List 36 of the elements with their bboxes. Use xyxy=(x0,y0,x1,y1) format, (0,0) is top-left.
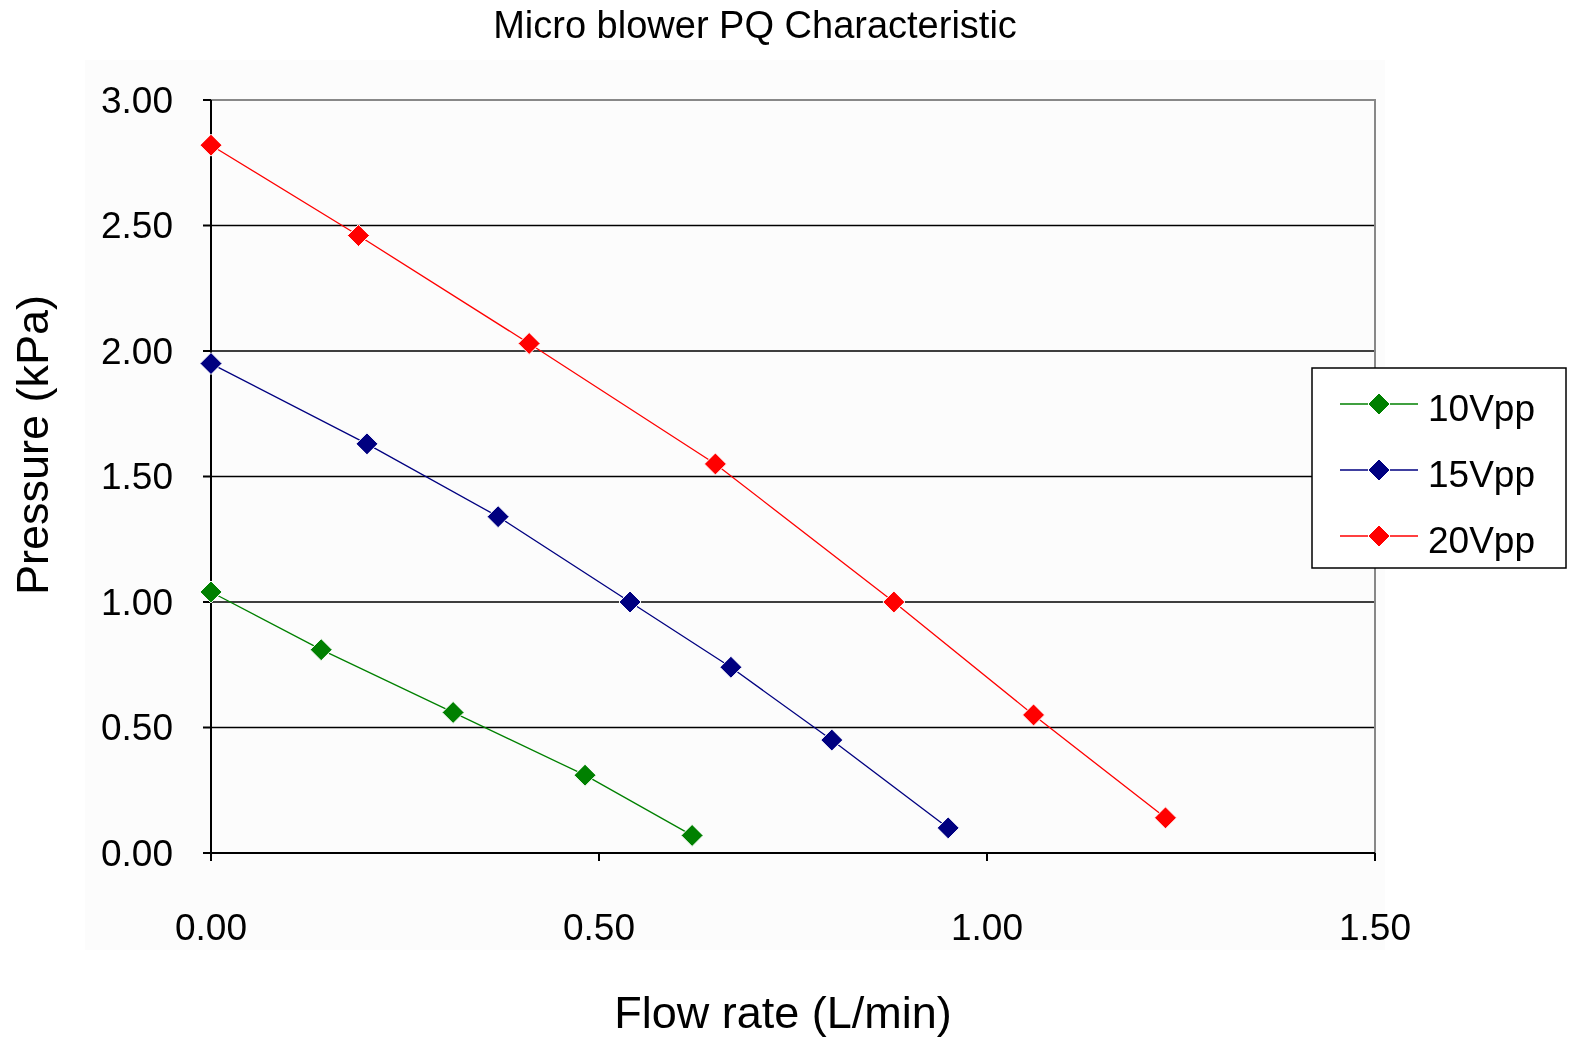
chart-title: Micro blower PQ Characteristic xyxy=(493,4,1017,46)
y-tick-label: 2.50 xyxy=(100,205,173,247)
point xyxy=(1153,806,1177,830)
y-tick-label: 0.00 xyxy=(100,832,173,874)
legend-label: 10Vpp xyxy=(1428,387,1535,429)
point xyxy=(703,452,727,476)
y-tick-label: 0.50 xyxy=(100,707,173,749)
point xyxy=(680,823,704,847)
x-axis-title: Flow rate (L/min) xyxy=(614,987,952,1038)
y-tick-label: 3.00 xyxy=(100,79,173,121)
legend-label: 20Vpp xyxy=(1428,519,1535,561)
point xyxy=(486,505,510,529)
legend-label: 15Vpp xyxy=(1428,453,1535,495)
y-tick-label: 1.00 xyxy=(100,581,173,623)
point xyxy=(199,352,223,376)
y-tick-label: 2.00 xyxy=(100,330,173,372)
point xyxy=(441,700,465,724)
point xyxy=(1022,703,1046,727)
point xyxy=(618,590,642,614)
point xyxy=(199,133,223,157)
point xyxy=(346,224,370,248)
y-axis-title: Pressure (kPa) xyxy=(7,294,58,596)
point xyxy=(309,638,333,662)
x-tick-label: 0.00 xyxy=(174,907,248,948)
x-tick-label: 0.50 xyxy=(562,907,636,948)
point xyxy=(517,331,541,355)
x-tick-label: 1.50 xyxy=(1338,907,1412,948)
point xyxy=(573,763,597,787)
point xyxy=(936,816,960,840)
point xyxy=(355,432,379,456)
y-tick-label: 1.50 xyxy=(100,456,173,498)
point xyxy=(199,580,223,604)
point xyxy=(882,590,906,614)
point xyxy=(820,728,844,752)
point xyxy=(719,655,743,679)
x-tick-label: 1.00 xyxy=(950,907,1024,948)
